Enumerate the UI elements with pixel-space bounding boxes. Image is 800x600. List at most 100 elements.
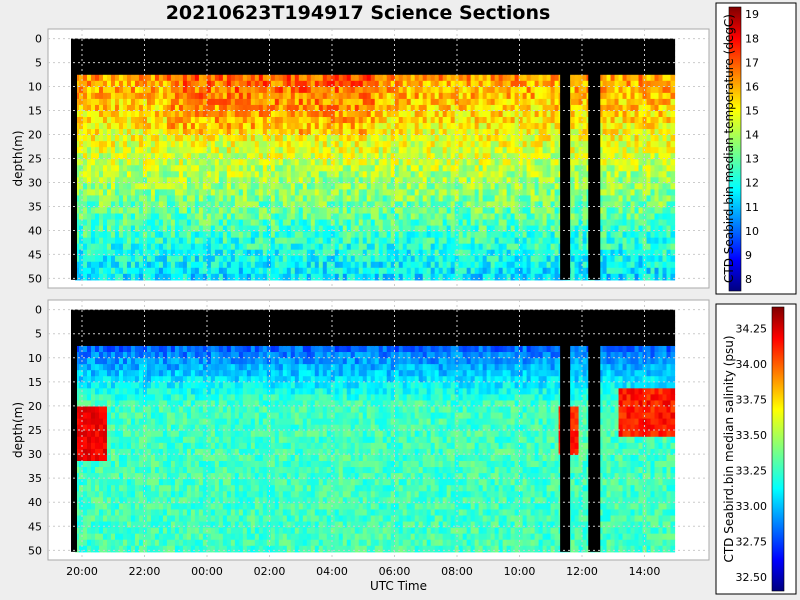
heatmap-cell	[526, 213, 532, 221]
heatmap-cell	[482, 237, 488, 245]
heatmap-cell	[522, 183, 528, 190]
heatmap-cell	[162, 273, 168, 281]
heatmap-cell	[514, 261, 520, 269]
heatmap-cell	[154, 219, 160, 227]
heatmap-cell	[482, 104, 488, 112]
heatmap-cell	[370, 231, 376, 239]
heatmap-cell	[466, 147, 472, 154]
heatmap-cell	[214, 261, 220, 269]
heatmap-cell	[166, 135, 172, 142]
heatmap-cell	[82, 171, 88, 178]
heatmap-cell	[106, 231, 112, 239]
heatmap-cell	[474, 74, 480, 82]
heatmap-cell	[79, 273, 84, 281]
heatmap-cell	[106, 177, 112, 184]
heatmap-cell	[486, 141, 492, 148]
heatmap-cell	[422, 38, 428, 46]
heatmap-cell	[426, 147, 432, 154]
heatmap-cell	[498, 129, 504, 136]
heatmap-cell	[294, 165, 300, 172]
heatmap-cell	[114, 159, 120, 166]
heatmap-cell	[342, 56, 348, 64]
heatmap-cell	[314, 237, 320, 245]
heatmap-cell	[198, 86, 204, 94]
heatmap-cell	[386, 117, 392, 124]
heatmap-cell	[130, 255, 136, 263]
heatmap-cell	[262, 86, 268, 94]
heatmap-cell	[450, 189, 456, 197]
heatmap-cell	[414, 195, 420, 203]
heatmap-cell	[330, 219, 336, 227]
heatmap-cell	[366, 38, 372, 46]
heatmap-cell	[406, 147, 412, 154]
heatmap-cell	[374, 141, 380, 148]
heatmap-cell	[318, 195, 324, 203]
heatmap-cell	[346, 231, 352, 239]
heatmap-cell	[466, 159, 472, 166]
heatmap-cell	[230, 171, 236, 178]
heatmap-cell	[254, 177, 260, 184]
heatmap-cell	[298, 189, 304, 197]
heatmap-cell	[346, 165, 352, 172]
heatmap-cell	[278, 104, 284, 112]
heatmap-cell	[162, 243, 168, 251]
heatmap-cell	[362, 225, 368, 233]
heatmap-cell	[286, 219, 292, 227]
heatmap-cell	[514, 135, 520, 142]
heatmap-cell	[174, 177, 180, 184]
heatmap-cell	[542, 62, 548, 70]
heatmap-cell	[370, 183, 376, 190]
heatmap-cell	[226, 219, 232, 227]
heatmap-cell	[162, 98, 168, 106]
heatmap-cell	[522, 201, 528, 209]
heatmap-cell	[290, 38, 296, 46]
heatmap-cell	[110, 159, 116, 166]
heatmap-cell	[75, 219, 80, 227]
heatmap-cell	[554, 92, 560, 100]
heatmap-cell	[494, 56, 500, 64]
heatmap-cell	[326, 249, 332, 257]
heatmap-cell	[106, 98, 112, 106]
heatmap-cell	[154, 249, 160, 257]
heatmap-cell	[338, 183, 344, 190]
heatmap-cell	[314, 123, 320, 130]
heatmap-cell	[502, 183, 508, 190]
heatmap-cell	[434, 129, 440, 136]
heatmap-cell	[286, 56, 292, 64]
heatmap-cell	[370, 117, 376, 124]
heatmap-cell	[210, 201, 216, 209]
heatmap-cell	[146, 261, 152, 269]
heatmap-cell	[102, 243, 108, 251]
heatmap-cell	[494, 117, 500, 124]
heatmap-cell	[214, 68, 220, 76]
heatmap-cell	[322, 159, 328, 166]
heatmap-cell	[250, 231, 256, 239]
heatmap-cell	[130, 201, 136, 209]
heatmap-cell	[514, 104, 520, 112]
heatmap-cell	[478, 273, 484, 281]
heatmap-cell	[514, 177, 520, 184]
heatmap-cell	[478, 189, 484, 197]
heatmap-cell	[90, 38, 96, 46]
heatmap-cell	[178, 147, 184, 154]
heatmap-cell	[350, 213, 356, 221]
heatmap-cell	[79, 135, 84, 142]
heatmap-cell	[550, 98, 556, 106]
heatmap-cell	[358, 147, 364, 154]
heatmap-cell	[366, 177, 372, 184]
heatmap-cell	[138, 177, 144, 184]
heatmap-cell	[318, 117, 324, 124]
heatmap-cell	[342, 110, 348, 118]
heatmap-cell	[434, 201, 440, 209]
heatmap-cell	[542, 189, 548, 197]
heatmap-cell	[150, 189, 156, 197]
heatmap-cell	[314, 273, 320, 281]
heatmap-cell	[130, 237, 136, 245]
heatmap-cell	[418, 165, 424, 172]
heatmap-cell	[222, 183, 228, 190]
heatmap-cell	[122, 231, 128, 239]
heatmap-cell	[438, 207, 444, 215]
heatmap-cell	[418, 62, 424, 70]
heatmap-cell	[506, 62, 512, 70]
heatmap-cell	[262, 225, 268, 233]
